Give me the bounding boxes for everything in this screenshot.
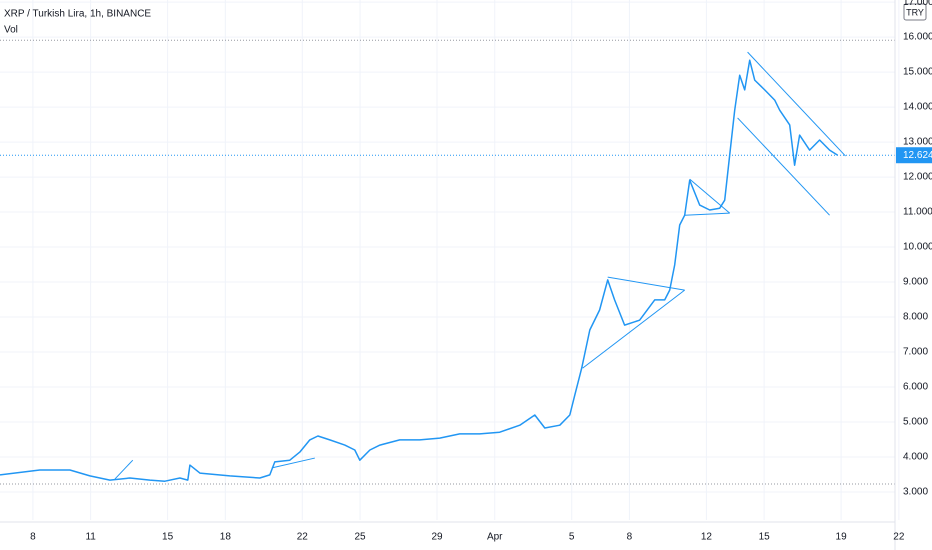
y-tick-label: 13.000 <box>903 137 932 148</box>
currency-box[interactable] <box>903 3 927 21</box>
plot <box>0 39 895 485</box>
x-tick-label: 19 <box>836 532 848 543</box>
y-tick-label: 5.000 <box>903 417 928 428</box>
trend-line <box>684 212 730 216</box>
y-tick-label: 7.000 <box>903 347 928 358</box>
volume-label: Vol <box>4 25 18 36</box>
trend-line <box>582 289 685 369</box>
x-tick-label: 15 <box>162 532 174 543</box>
y-tick-label: 10.000 <box>903 242 932 253</box>
price-line <box>0 59 839 482</box>
chart-title: XRP / Turkish Lira, 1h, BINANCE <box>4 9 151 20</box>
x-tick-label: 22 <box>893 532 905 543</box>
last-price-box <box>896 147 932 164</box>
y-tick-label: 12.000 <box>903 172 932 183</box>
x-tick-label: 18 <box>220 532 232 543</box>
x-tick-label: 8 <box>30 532 36 543</box>
trend-line <box>737 117 830 216</box>
y-tick-label: 8.000 <box>903 312 928 323</box>
x-tick-label: 12 <box>701 532 713 543</box>
trend-line <box>689 178 731 214</box>
y-tick-label: 11.000 <box>903 207 932 218</box>
trend-line <box>607 276 685 291</box>
y-tick-label: 4.000 <box>903 452 928 463</box>
last-price-label: 12.624 <box>903 150 932 161</box>
trend-line <box>114 459 134 480</box>
x-tick-label: 29 <box>431 532 443 543</box>
y-tick-label: 3.000 <box>903 487 928 498</box>
y-tick-label: 9.000 <box>903 277 928 288</box>
currency[interactable]: TRY <box>906 7 924 17</box>
trend-line <box>271 457 315 469</box>
trend-line <box>747 51 846 157</box>
x-tick-label: 22 <box>297 532 309 543</box>
y-tick-label: 15.000 <box>903 67 932 78</box>
y-tick-label: 6.000 <box>903 382 928 393</box>
y-tick-label: 14.000 <box>903 102 932 113</box>
x-tick-label: Apr <box>487 532 503 543</box>
y-tick-label: 16.000 <box>903 32 932 43</box>
x-tick-label: 25 <box>354 532 366 543</box>
x-tick-label: 8 <box>627 532 633 543</box>
x-tick-label: 15 <box>759 532 771 543</box>
y-tick-label: 17.000 <box>903 0 932 8</box>
x-tick-label: 5 <box>569 532 575 543</box>
x-tick-label: 11 <box>85 532 96 543</box>
